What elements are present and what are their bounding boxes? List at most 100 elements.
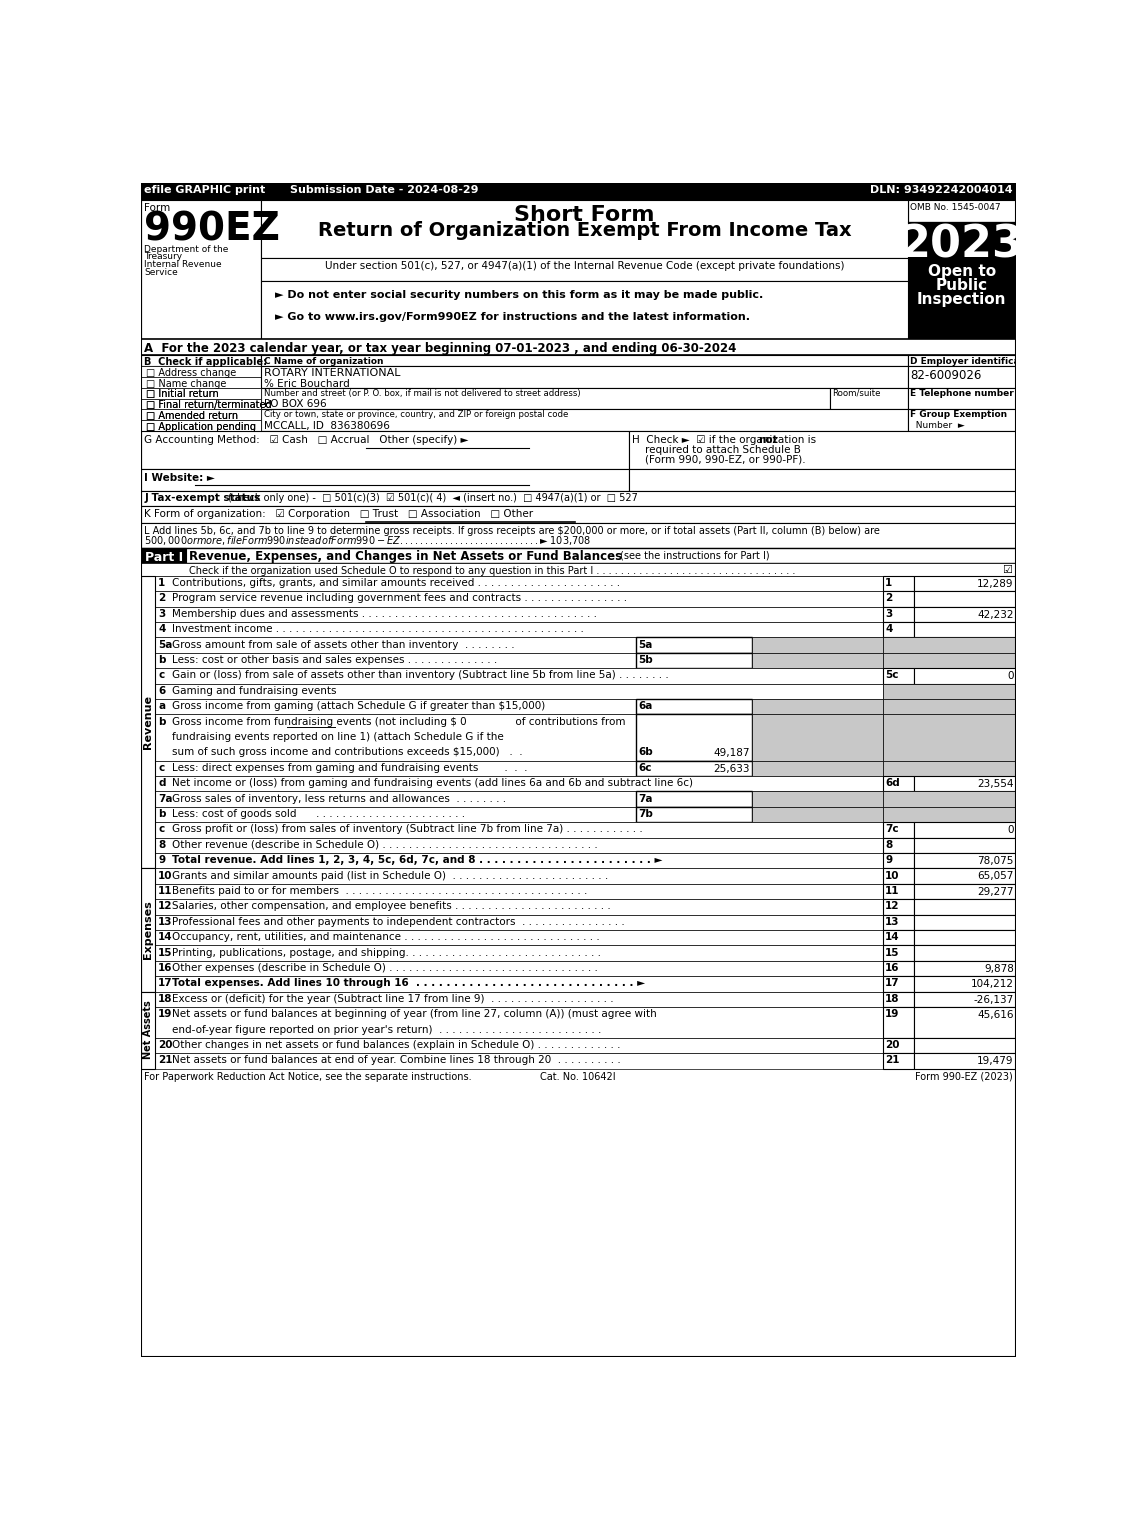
Text: 45,616: 45,616 xyxy=(978,1010,1014,1020)
Text: ROTARY INTERNATIONAL: ROTARY INTERNATIONAL xyxy=(263,368,400,378)
Bar xyxy=(141,183,1016,200)
Bar xyxy=(913,576,1016,592)
Bar xyxy=(155,791,636,807)
Text: Room/suite: Room/suite xyxy=(832,389,881,398)
Text: 5b: 5b xyxy=(638,656,653,665)
Text: J Tax-exempt status: J Tax-exempt status xyxy=(145,493,261,503)
Text: Salaries, other compensation, and employee benefits . . . . . . . . . . . . . . : Salaries, other compensation, and employ… xyxy=(172,901,611,912)
Bar xyxy=(913,852,1016,868)
Text: efile GRAPHIC print: efile GRAPHIC print xyxy=(145,186,265,195)
Text: Excess or (deficit) for the year (Subtract line 17 from line 9)  . . . . . . . .: Excess or (deficit) for the year (Subtra… xyxy=(172,994,614,1003)
Text: ☑: ☑ xyxy=(1003,564,1013,575)
Bar xyxy=(629,470,1016,491)
Bar xyxy=(141,409,261,421)
Bar xyxy=(883,776,913,791)
Bar xyxy=(883,576,913,592)
Bar xyxy=(908,409,1016,432)
Text: Gross profit or (loss) from sales of inventory (Subtract line 7b from line 7a) .: Gross profit or (loss) from sales of inv… xyxy=(172,825,642,834)
Bar xyxy=(883,807,1016,822)
Text: b: b xyxy=(158,656,166,665)
Bar xyxy=(155,637,636,653)
Text: 1: 1 xyxy=(158,578,166,589)
Bar xyxy=(155,653,636,668)
Bar xyxy=(883,837,913,852)
Text: 9: 9 xyxy=(158,856,165,865)
Text: 2023: 2023 xyxy=(900,223,1024,265)
Text: 78,075: 78,075 xyxy=(978,856,1014,866)
Bar xyxy=(141,398,261,409)
Text: Net income or (loss) from gaming and fundraising events (add lines 6a and 6b and: Net income or (loss) from gaming and fun… xyxy=(172,778,693,788)
Bar xyxy=(141,868,155,991)
Text: 4: 4 xyxy=(158,624,166,634)
Bar xyxy=(141,200,261,339)
Bar xyxy=(141,547,186,563)
Text: Form 990-EZ (2023): Form 990-EZ (2023) xyxy=(916,1072,1013,1081)
Text: Less: cost or other basis and sales expenses . . . . . . . . . . . . . .: Less: cost or other basis and sales expe… xyxy=(172,656,498,665)
Bar xyxy=(908,258,1016,339)
Bar xyxy=(261,281,908,339)
Text: 0: 0 xyxy=(1007,671,1014,682)
Text: F Group Exemption: F Group Exemption xyxy=(910,410,1007,419)
Bar xyxy=(883,714,1016,761)
Bar xyxy=(155,714,636,761)
Bar xyxy=(155,946,883,961)
Bar xyxy=(636,653,752,668)
Bar xyxy=(155,576,883,592)
Text: MCCALL, ID  836380696: MCCALL, ID 836380696 xyxy=(263,421,390,432)
Text: 19: 19 xyxy=(158,1010,173,1019)
Text: City or town, state or province, country, and ZIP or foreign postal code: City or town, state or province, country… xyxy=(263,410,568,419)
Bar xyxy=(155,915,883,930)
Bar xyxy=(141,377,261,387)
Bar xyxy=(155,668,883,683)
Bar xyxy=(155,1037,883,1054)
Bar xyxy=(141,409,261,421)
Text: 5c: 5c xyxy=(885,671,899,680)
Text: Internal Revenue: Internal Revenue xyxy=(145,259,222,268)
Text: Other revenue (describe in Schedule O) . . . . . . . . . . . . . . . . . . . . .: Other revenue (describe in Schedule O) .… xyxy=(172,840,598,849)
Text: 65,057: 65,057 xyxy=(978,871,1014,881)
Text: d: d xyxy=(158,778,166,788)
Bar xyxy=(883,761,1016,776)
Bar xyxy=(141,387,261,398)
Bar xyxy=(913,868,1016,883)
Bar xyxy=(141,563,1016,576)
Text: 13: 13 xyxy=(885,917,900,927)
Bar xyxy=(261,387,830,409)
Text: 9,878: 9,878 xyxy=(983,964,1014,974)
Text: Total expenses. Add lines 10 through 16  . . . . . . . . . . . . . . . . . . . .: Total expenses. Add lines 10 through 16 … xyxy=(172,979,646,988)
Text: Gross sales of inventory, less returns and allowances  . . . . . . . .: Gross sales of inventory, less returns a… xyxy=(172,793,506,804)
Text: □ Amended return: □ Amended return xyxy=(146,410,238,421)
Text: 990EZ: 990EZ xyxy=(145,210,280,249)
Bar xyxy=(883,900,913,915)
Bar xyxy=(141,366,261,377)
Bar xyxy=(752,761,883,776)
Bar xyxy=(752,698,883,714)
Text: 20: 20 xyxy=(158,1040,173,1051)
Bar xyxy=(141,506,1016,523)
Text: Check if the organization used Schedule O to respond to any question in this Par: Check if the organization used Schedule … xyxy=(190,566,796,576)
Text: 11: 11 xyxy=(885,886,900,897)
Text: 16: 16 xyxy=(885,962,900,973)
Text: Professional fees and other payments to independent contractors  . . . . . . . .: Professional fees and other payments to … xyxy=(172,917,624,927)
Bar xyxy=(141,387,261,398)
Text: 17: 17 xyxy=(158,979,173,988)
Text: sum of such gross income and contributions exceeds $15,000)   .  .: sum of such gross income and contributio… xyxy=(172,747,523,758)
Text: Program service revenue including government fees and contracts . . . . . . . . : Program service revenue including govern… xyxy=(172,593,628,604)
Bar xyxy=(155,961,883,976)
Text: 6d: 6d xyxy=(885,778,900,788)
Bar xyxy=(141,523,1016,547)
Bar xyxy=(261,200,908,258)
Bar xyxy=(883,1037,913,1054)
Text: D Employer identification number: D Employer identification number xyxy=(910,357,1083,366)
Bar xyxy=(636,807,752,822)
Bar xyxy=(913,592,1016,607)
Bar xyxy=(913,668,1016,683)
Text: OMB No. 1545-0047: OMB No. 1545-0047 xyxy=(910,203,1000,212)
Text: -26,137: -26,137 xyxy=(973,994,1014,1005)
Text: Number  ►: Number ► xyxy=(910,421,964,430)
Text: 6c: 6c xyxy=(638,762,651,773)
Bar xyxy=(883,976,913,991)
Text: 6a: 6a xyxy=(638,702,653,711)
Text: Inspection: Inspection xyxy=(917,291,1007,307)
Bar xyxy=(155,837,883,852)
